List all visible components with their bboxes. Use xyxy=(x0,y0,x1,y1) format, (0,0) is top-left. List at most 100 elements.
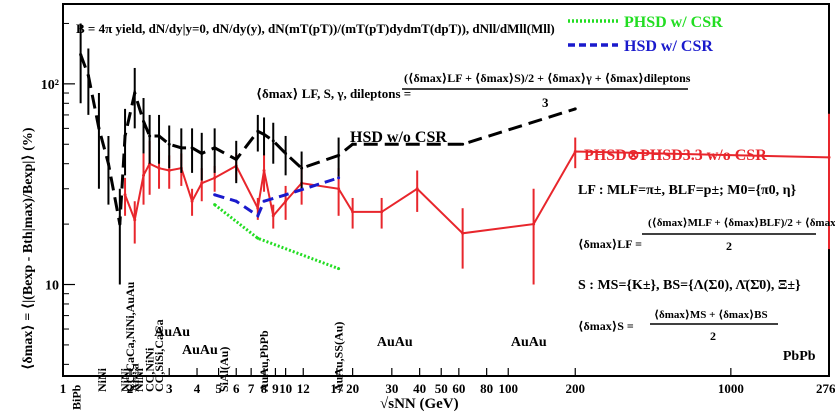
data-point xyxy=(284,193,288,197)
data-point xyxy=(148,134,152,138)
x-tick-label: 30 xyxy=(385,381,398,396)
x-tick-label: 2 xyxy=(127,381,134,396)
formula-lf-numerator: (⟨δmax⟩MLF + ⟨δmax⟩BLF)/2 + ⟨δmax⟩M0 xyxy=(648,217,835,229)
series-layer xyxy=(79,23,831,285)
data-point xyxy=(167,142,171,146)
data-point xyxy=(123,193,127,197)
series-2 xyxy=(213,176,341,219)
system-label: AuAu xyxy=(377,335,413,350)
axis-ticks: 1 2 3 4 5 6 7 8 9 10 12 17 20 30 40 50 60 80 100 200 1000 276… xyxy=(41,22,835,396)
x-tick-label: 4 xyxy=(194,381,201,396)
data-point xyxy=(284,199,288,203)
system-label: CC,SiSi,CaCa xyxy=(152,319,166,392)
series-line xyxy=(124,150,830,235)
system-label: AuAu xyxy=(182,343,218,358)
data-point xyxy=(256,214,260,218)
series-3 xyxy=(213,203,341,271)
data-point xyxy=(827,155,831,159)
lf-definition: LF : MLF=π±, BLF=p±; M0={π0, η} xyxy=(578,183,797,198)
formula-total: ⟨δmax⟩ LF, S, γ, dileptons = (⟨δmax⟩LF +… xyxy=(256,71,691,110)
data-point xyxy=(337,153,341,157)
x-tick-label: 1000 xyxy=(718,381,744,396)
data-point xyxy=(262,199,266,203)
data-point xyxy=(123,134,127,138)
data-point xyxy=(256,129,260,133)
x-tick-label: 40 xyxy=(413,381,426,396)
x-tick-label: 8 xyxy=(261,381,268,396)
data-point xyxy=(573,107,577,111)
data-point xyxy=(262,132,266,136)
data-point xyxy=(118,222,122,226)
data-point xyxy=(213,193,217,197)
x-axis-title: √sNN (GeV) xyxy=(380,396,459,412)
data-point xyxy=(157,134,161,138)
data-point xyxy=(133,91,137,95)
formula-total-denominator: 3 xyxy=(542,95,549,110)
data-point xyxy=(142,173,146,177)
x-tick-label: 80 xyxy=(480,381,493,396)
system-label: AuAu xyxy=(154,325,190,340)
x-tick-label: 7 xyxy=(248,381,255,396)
y-tick-label: 10² xyxy=(41,78,59,93)
system-label: ArCa xyxy=(128,363,142,392)
chart-title: B = 4π yield, dN/dy|y=0, dN/dy(y), dN(mT… xyxy=(76,21,555,36)
legend: PHSD w/ CSR HSD w/ CSR xyxy=(568,14,723,55)
data-point xyxy=(234,157,238,161)
data-point xyxy=(234,199,238,203)
label-hsd-wo-csr: HSD w/o CSR xyxy=(350,129,447,146)
s-definition: S : MS={K±}, BS={Λ(Σ0), Λ̄(Σ̄0), Ξ±} xyxy=(578,278,801,293)
system-label: AuAu,SS(Au) xyxy=(332,322,346,392)
legend-label-hsd-csr: HSD w/ CSR xyxy=(624,38,713,55)
x-tick-label: 12 xyxy=(297,381,310,396)
data-point xyxy=(142,119,146,123)
system-label: CC,CaCa,NiNi,AuAu xyxy=(123,281,137,392)
series-line xyxy=(214,176,340,219)
data-point xyxy=(190,146,194,150)
data-point xyxy=(415,187,419,191)
x-tick-label: 100 xyxy=(498,381,518,396)
data-point xyxy=(256,206,260,210)
x-tick-label: 2760 xyxy=(816,381,835,396)
data-point xyxy=(79,53,83,57)
system-label: AuAu,PbPb xyxy=(257,330,271,392)
system-label: NiNi xyxy=(118,367,132,392)
formula-s: ⟨δmax⟩S = ⟨δmax⟩MS + ⟨δmax⟩BS 2 xyxy=(578,309,778,343)
series-line xyxy=(213,203,340,271)
x-tick-label: 9 xyxy=(272,381,279,396)
series-1 xyxy=(79,23,577,285)
data-point xyxy=(213,146,217,150)
x-tick-label: 6 xyxy=(233,381,240,396)
data-point xyxy=(337,267,341,271)
x-tick-label: 200 xyxy=(565,381,585,396)
data-point xyxy=(106,162,110,166)
x-tick-label: 60 xyxy=(452,381,465,396)
data-point xyxy=(157,166,161,170)
data-point xyxy=(337,176,341,180)
formula-lf-lhs: ⟨δmax⟩LF = xyxy=(578,237,642,251)
data-point xyxy=(97,126,101,130)
data-point xyxy=(86,74,90,78)
formula-total-numerator: (⟨δmax⟩LF + ⟨δmax⟩S)/2 + ⟨δmax⟩γ + ⟨δmax… xyxy=(404,71,691,85)
x-tick-label: 1 xyxy=(60,381,67,396)
system-label: AuAu xyxy=(511,335,547,350)
y-tick-label: 10 xyxy=(45,279,59,294)
system-label: PbPb xyxy=(783,349,816,364)
data-point xyxy=(256,236,260,240)
system-label: CC,NiNi xyxy=(143,347,157,392)
data-point xyxy=(461,142,465,146)
data-point xyxy=(284,151,288,155)
formula-lf: ⟨δmax⟩LF = (⟨δmax⟩MLF + ⟨δmax⟩BLF)/2 + ⟨… xyxy=(578,217,835,253)
data-point xyxy=(179,146,183,150)
x-tick-label: 5 xyxy=(215,381,222,396)
data-point xyxy=(573,150,577,154)
x-tick-label: 20 xyxy=(346,381,359,396)
system-label: NiNi xyxy=(132,367,146,392)
data-point xyxy=(380,210,384,214)
system-label: BiPb xyxy=(70,384,84,410)
formula-s-lhs: ⟨δmax⟩S = xyxy=(578,319,634,333)
data-point xyxy=(200,151,204,155)
y-axis-title: ⟨δmax⟩ = ⟨|(Bexp - Bth|max)/Bexp|⟩ (%) xyxy=(21,127,36,370)
data-point xyxy=(200,181,204,185)
x-tick-label: 50 xyxy=(435,381,448,396)
formula-s-denominator: 2 xyxy=(710,329,716,343)
